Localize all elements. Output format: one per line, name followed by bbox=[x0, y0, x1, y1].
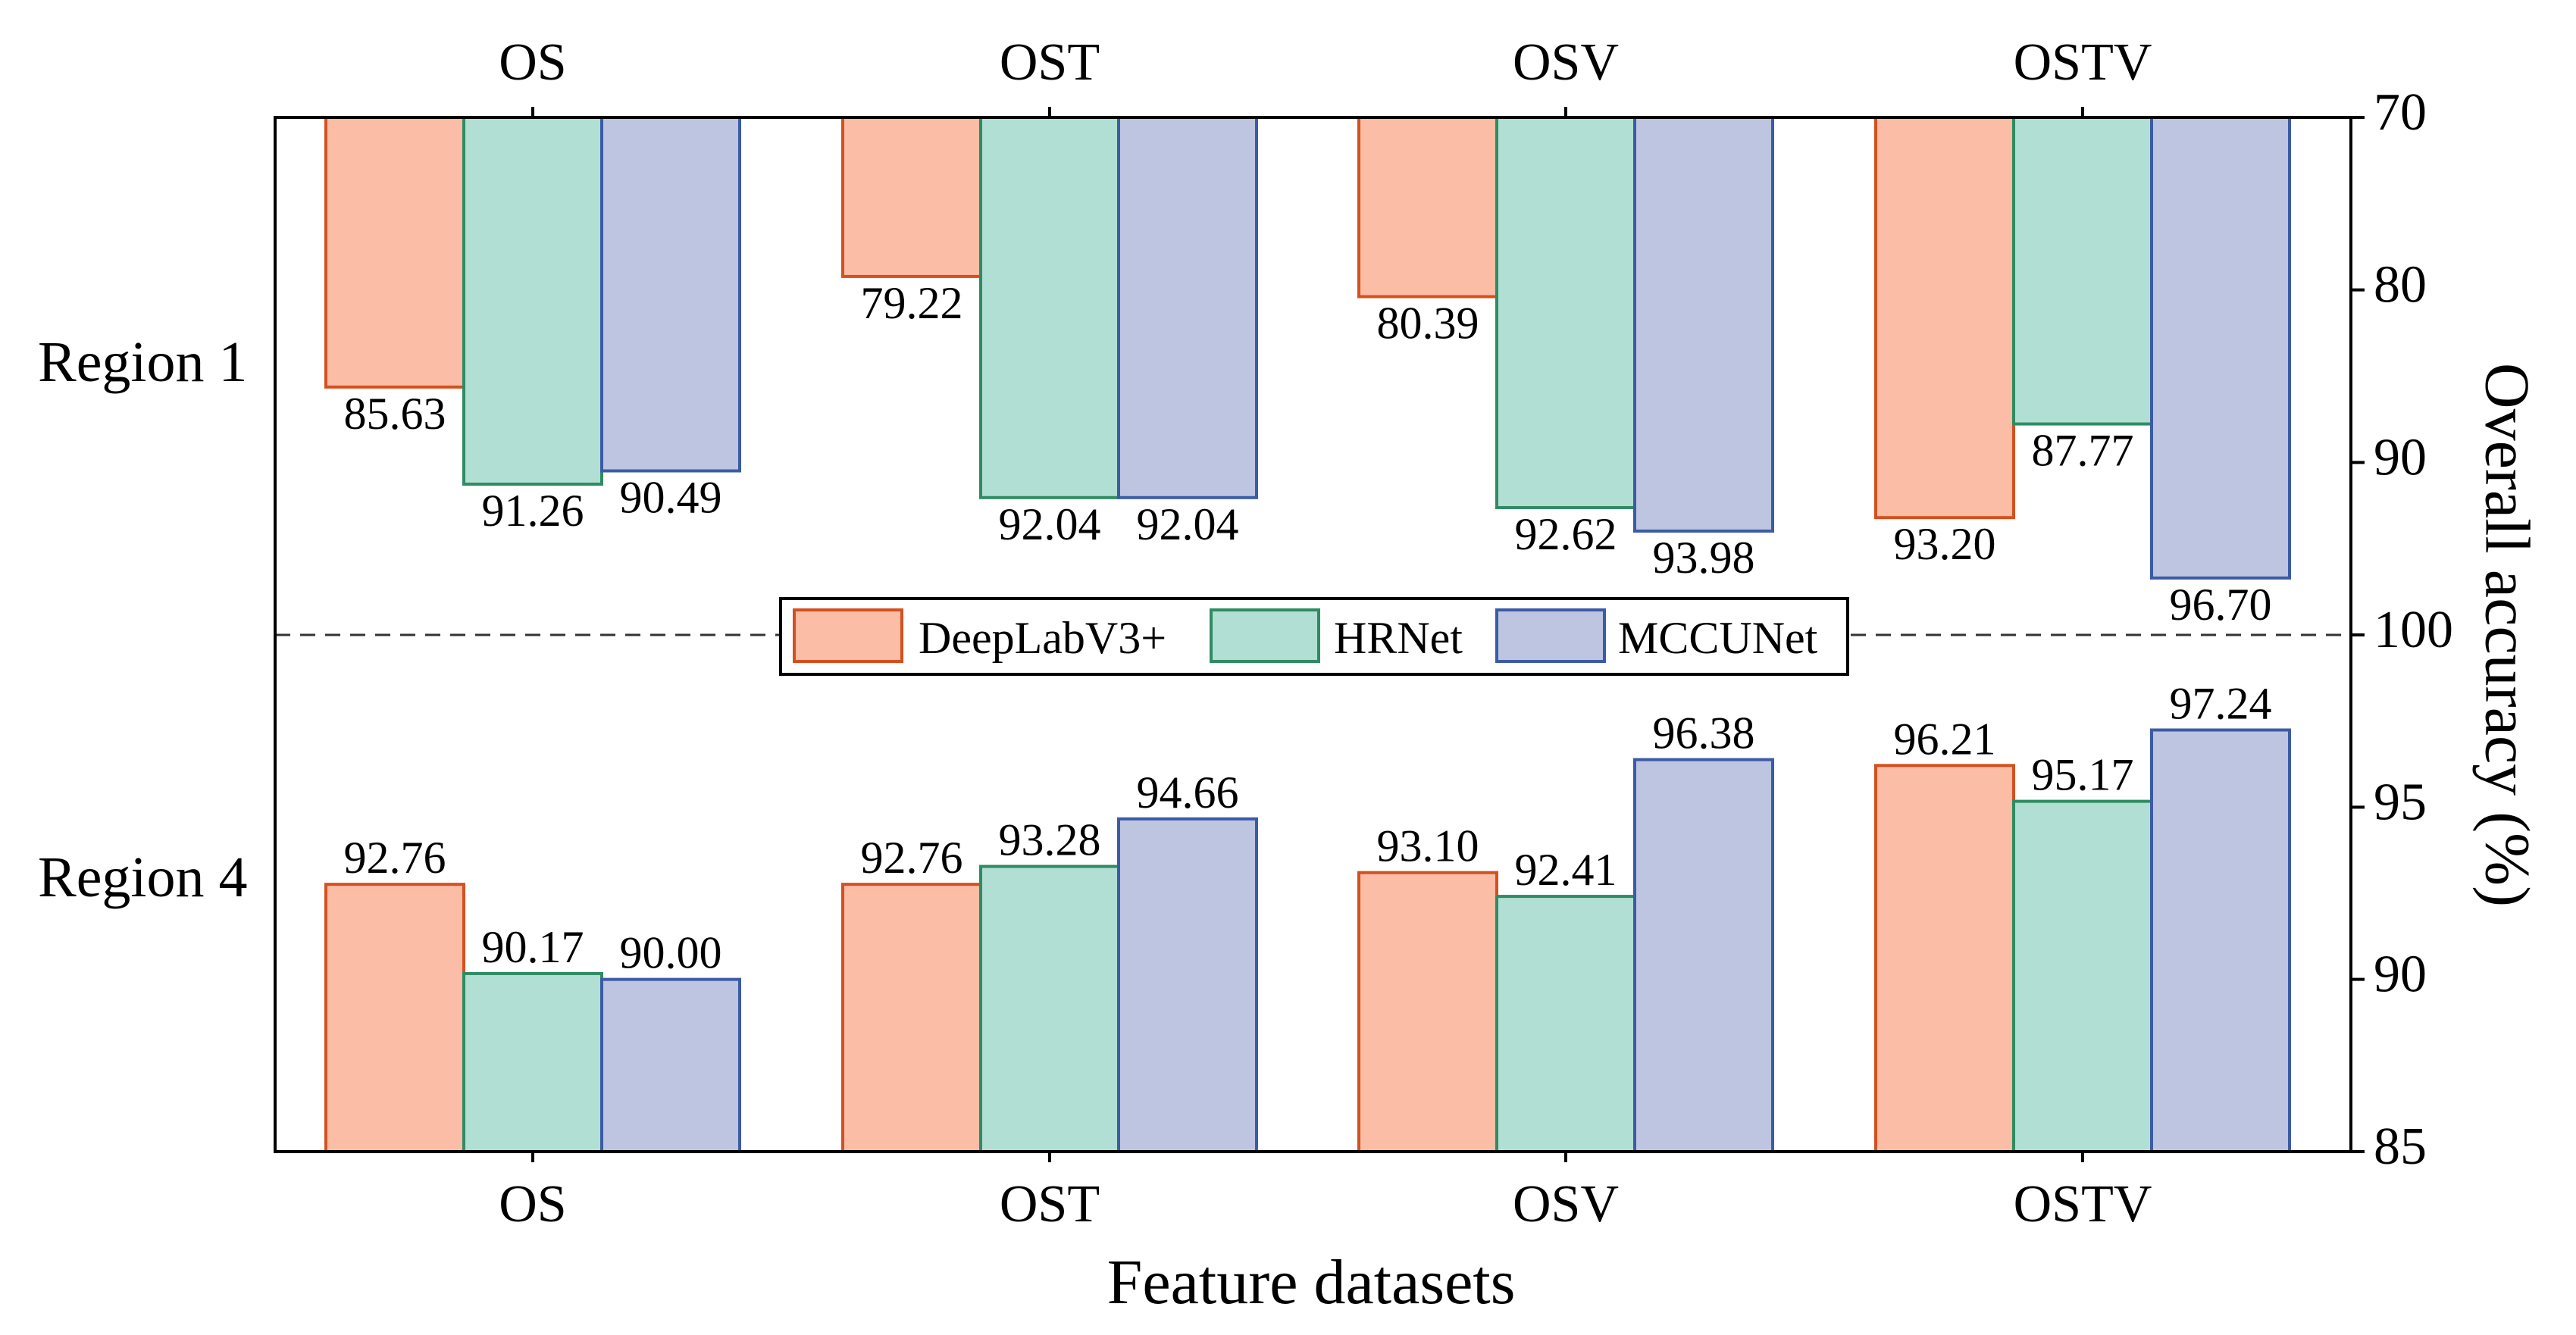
bar-region-4-os-hrnet bbox=[462, 971, 603, 1154]
bar-region-1-ost-mccunet bbox=[1117, 116, 1258, 499]
data-label-region-4-ostv-hrnet: 95.17 bbox=[2032, 750, 2134, 800]
bar-region-1-ostv-deeplabv3 bbox=[1874, 116, 2015, 520]
bar-region-4-ost-mccunet bbox=[1117, 817, 1258, 1153]
panel-label-region-4: Region 4 bbox=[38, 846, 248, 909]
x-tick-label-top-ost: OST bbox=[1000, 33, 1100, 92]
y-tick-label-region-1-90: 90 bbox=[2374, 428, 2427, 486]
legend-label-mccunet: MCCUNet bbox=[1618, 613, 1818, 663]
bar-region-1-ostv-hrnet bbox=[2012, 116, 2153, 426]
y-tick-label-region-1-80: 80 bbox=[2374, 256, 2427, 314]
bar-region-4-osv-hrnet bbox=[1495, 895, 1636, 1154]
data-label-region-1-os-deeplabv3: 85.63 bbox=[344, 389, 446, 439]
y-tick-label-shared-100: 100 bbox=[2374, 601, 2453, 659]
data-label-region-1-ost-deeplabv3: 79.22 bbox=[861, 278, 963, 328]
legend: DeepLabV3+ HRNet MCCUNet bbox=[779, 597, 1849, 676]
bar-region-1-os-hrnet bbox=[462, 116, 603, 486]
legend-label-hrnet: HRNet bbox=[1334, 613, 1463, 663]
bar-region-1-ost-hrnet bbox=[979, 116, 1120, 499]
y-tick-label-region-4-90: 90 bbox=[2374, 946, 2427, 1004]
data-label-region-4-ost-deeplabv3: 92.76 bbox=[861, 833, 963, 883]
y-axis-title: Overall accuracy (%) bbox=[2472, 363, 2543, 907]
data-label-region-4-ostv-deeplabv3: 96.21 bbox=[1894, 714, 1996, 764]
data-label-region-1-os-mccunet: 90.49 bbox=[620, 472, 722, 522]
x-tick-label-bottom-osv: OSV bbox=[1513, 1175, 1619, 1233]
data-label-region-4-os-mccunet: 90.00 bbox=[620, 928, 722, 978]
x-tick-label-bottom-ost: OST bbox=[1000, 1175, 1100, 1233]
data-label-region-1-ost-mccunet: 92.04 bbox=[1137, 499, 1239, 549]
bar-region-4-ostv-mccunet bbox=[2150, 728, 2291, 1153]
x-tick-label-top-osv: OSV bbox=[1513, 33, 1619, 92]
data-label-region-4-os-deeplabv3: 92.76 bbox=[344, 833, 446, 883]
data-label-region-1-ostv-hrnet: 87.77 bbox=[2032, 426, 2134, 476]
bar-region-4-os-deeplabv3 bbox=[324, 883, 465, 1154]
data-label-region-4-ost-hrnet: 93.28 bbox=[999, 815, 1101, 865]
bar-region-1-os-deeplabv3 bbox=[324, 116, 465, 389]
bar-region-4-ostv-hrnet bbox=[2012, 799, 2153, 1153]
bar-region-1-osv-deeplabv3 bbox=[1357, 116, 1498, 299]
y-tick-label-region-4-95: 95 bbox=[2374, 773, 2427, 831]
bar-region-1-ost-deeplabv3 bbox=[841, 116, 982, 278]
bar-region-4-ost-deeplabv3 bbox=[841, 883, 982, 1154]
data-label-region-1-ost-hrnet: 92.04 bbox=[999, 499, 1101, 549]
data-label-region-4-os-hrnet: 90.17 bbox=[482, 922, 584, 972]
bar-region-1-osv-hrnet bbox=[1495, 116, 1636, 509]
data-label-region-4-osv-hrnet: 92.41 bbox=[1515, 845, 1617, 895]
x-tick-label-top-ostv: OSTV bbox=[2014, 33, 2152, 92]
data-label-region-1-os-hrnet: 91.26 bbox=[482, 486, 584, 536]
bar-region-1-osv-mccunet bbox=[1633, 116, 1774, 533]
data-label-region-4-ost-mccunet: 94.66 bbox=[1137, 768, 1239, 818]
panel-label-region-1: Region 1 bbox=[38, 330, 248, 394]
x-axis-title: Feature datasets bbox=[1107, 1247, 1516, 1318]
x-tick-label-bottom-ostv: OSTV bbox=[2014, 1175, 2152, 1233]
y-tick-label-region-1-70: 70 bbox=[2374, 83, 2427, 142]
legend-label-deeplabv3: DeepLabV3+ bbox=[919, 613, 1166, 663]
data-label-region-1-osv-mccunet: 93.98 bbox=[1653, 533, 1755, 583]
bar-region-4-osv-deeplabv3 bbox=[1357, 871, 1498, 1153]
bar-region-4-ostv-deeplabv3 bbox=[1874, 764, 2015, 1153]
legend-swatch-mccunet bbox=[1495, 608, 1606, 663]
data-label-region-1-ostv-mccunet: 96.70 bbox=[2170, 580, 2272, 630]
data-label-region-4-ostv-mccunet: 97.24 bbox=[2170, 678, 2272, 728]
y-tick-label-region-4-85: 85 bbox=[2374, 1118, 2427, 1176]
bar-region-1-os-mccunet bbox=[600, 116, 741, 473]
x-tick-label-bottom-os: OS bbox=[499, 1175, 566, 1233]
data-label-region-4-osv-deeplabv3: 93.10 bbox=[1377, 821, 1479, 871]
data-label-region-1-osv-hrnet: 92.62 bbox=[1515, 509, 1617, 559]
legend-swatch-hrnet bbox=[1210, 608, 1320, 663]
data-label-region-4-osv-mccunet: 96.38 bbox=[1653, 708, 1755, 758]
bar-region-4-osv-mccunet bbox=[1633, 758, 1774, 1153]
data-label-region-1-osv-deeplabv3: 80.39 bbox=[1377, 299, 1479, 349]
x-tick-label-top-os: OS bbox=[499, 33, 566, 92]
bar-region-4-os-mccunet bbox=[600, 977, 741, 1153]
legend-swatch-deeplabv3 bbox=[793, 608, 903, 663]
bar-region-1-ostv-mccunet bbox=[2150, 116, 2291, 580]
bar-region-4-ost-hrnet bbox=[979, 864, 1120, 1153]
data-label-region-1-ostv-deeplabv3: 93.20 bbox=[1894, 519, 1996, 569]
